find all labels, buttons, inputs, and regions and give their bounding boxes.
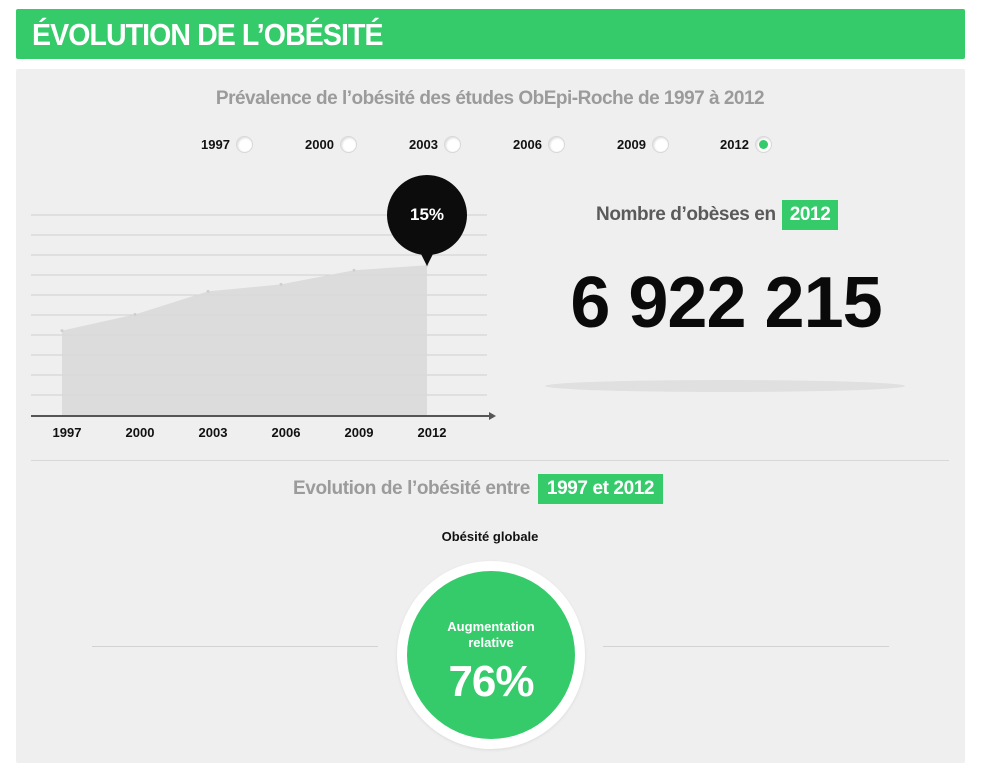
x-tick-label: 2006 — [272, 425, 301, 440]
year-option-label: 2006 — [513, 136, 542, 152]
relative-increase-label: Augmentation relative — [407, 619, 575, 651]
count-heading: Nombre d’obèses en 2012 — [596, 198, 839, 232]
page-title: ÉVOLUTION DE L’OBÉSITÉ — [32, 17, 383, 52]
year-option-2012[interactable]: 2012 — [720, 133, 772, 155]
tooltip-value: 15% — [409, 205, 445, 224]
obese-count-value: 6 922 215 — [570, 263, 882, 343]
x-tick-label: 2012 — [418, 425, 447, 440]
radio-button[interactable] — [547, 135, 565, 153]
evolution-range-badge: 1997 et 2012 — [537, 474, 664, 504]
x-tick-label: 2000 — [126, 425, 155, 440]
data-point — [133, 312, 137, 316]
x-tick-label: 2009 — [345, 425, 374, 440]
data-point — [279, 282, 283, 286]
year-option-label: 2000 — [305, 136, 334, 152]
relative-increase-label-line2: relative — [468, 635, 514, 650]
year-option-label: 2012 — [720, 136, 749, 152]
evolution-heading-label: Evolution de l’obésité entre — [293, 478, 530, 499]
year-option-1997[interactable]: 1997 — [201, 133, 253, 155]
radio-button[interactable] — [235, 135, 253, 153]
year-option-2009[interactable]: 2009 — [617, 133, 669, 155]
global-obesity-label: Obésité globale — [441, 529, 539, 544]
year-option-label: 1997 — [201, 136, 230, 152]
year-selector: 1997 2000 2003 2006 2009 2012 — [0, 133, 986, 155]
x-tick-label: 2003 — [199, 425, 228, 440]
year-option-2003[interactable]: 2003 — [409, 133, 461, 155]
year-option-label: 2003 — [409, 136, 438, 152]
relative-increase-circle: Augmentation relative 76% — [397, 561, 585, 749]
data-point — [352, 268, 356, 272]
radio-button[interactable] — [651, 135, 669, 153]
relative-increase-value: 76% — [448, 657, 534, 706]
radio-button[interactable] — [754, 135, 772, 153]
year-option-2000[interactable]: 2000 — [305, 133, 357, 155]
count-year-badge: 2012 — [781, 200, 839, 230]
area-series — [62, 265, 427, 416]
x-tick-label: 1997 — [53, 425, 82, 440]
radio-button[interactable] — [339, 135, 357, 153]
prevalence-area-chart: 1997 2000 2003 2006 2009 2012 — [31, 214, 496, 440]
right-divider-line — [603, 646, 889, 647]
year-option-2006[interactable]: 2006 — [513, 133, 565, 155]
count-heading-label: Nombre d’obèses en — [596, 204, 776, 225]
tooltip-pointer — [419, 250, 435, 266]
x-axis-arrow — [489, 412, 496, 420]
relative-increase-fill: Augmentation relative 76% — [407, 571, 575, 739]
section-divider — [31, 460, 949, 461]
header-bar: ÉVOLUTION DE L’OBÉSITÉ — [16, 9, 965, 59]
relative-increase-label-line1: Augmentation — [447, 619, 535, 634]
year-option-label: 2009 — [617, 136, 646, 152]
radio-button[interactable] — [443, 135, 461, 153]
data-point — [60, 329, 64, 333]
count-shadow — [545, 380, 905, 392]
prevalence-subtitle: Prévalence de l’obésité des études ObEpi… — [215, 88, 765, 109]
evolution-heading: Evolution de l’obésité entre 1997 et 201… — [293, 473, 664, 505]
data-point — [206, 289, 210, 293]
value-tooltip: 15% — [387, 175, 467, 255]
left-divider-line — [92, 646, 378, 647]
